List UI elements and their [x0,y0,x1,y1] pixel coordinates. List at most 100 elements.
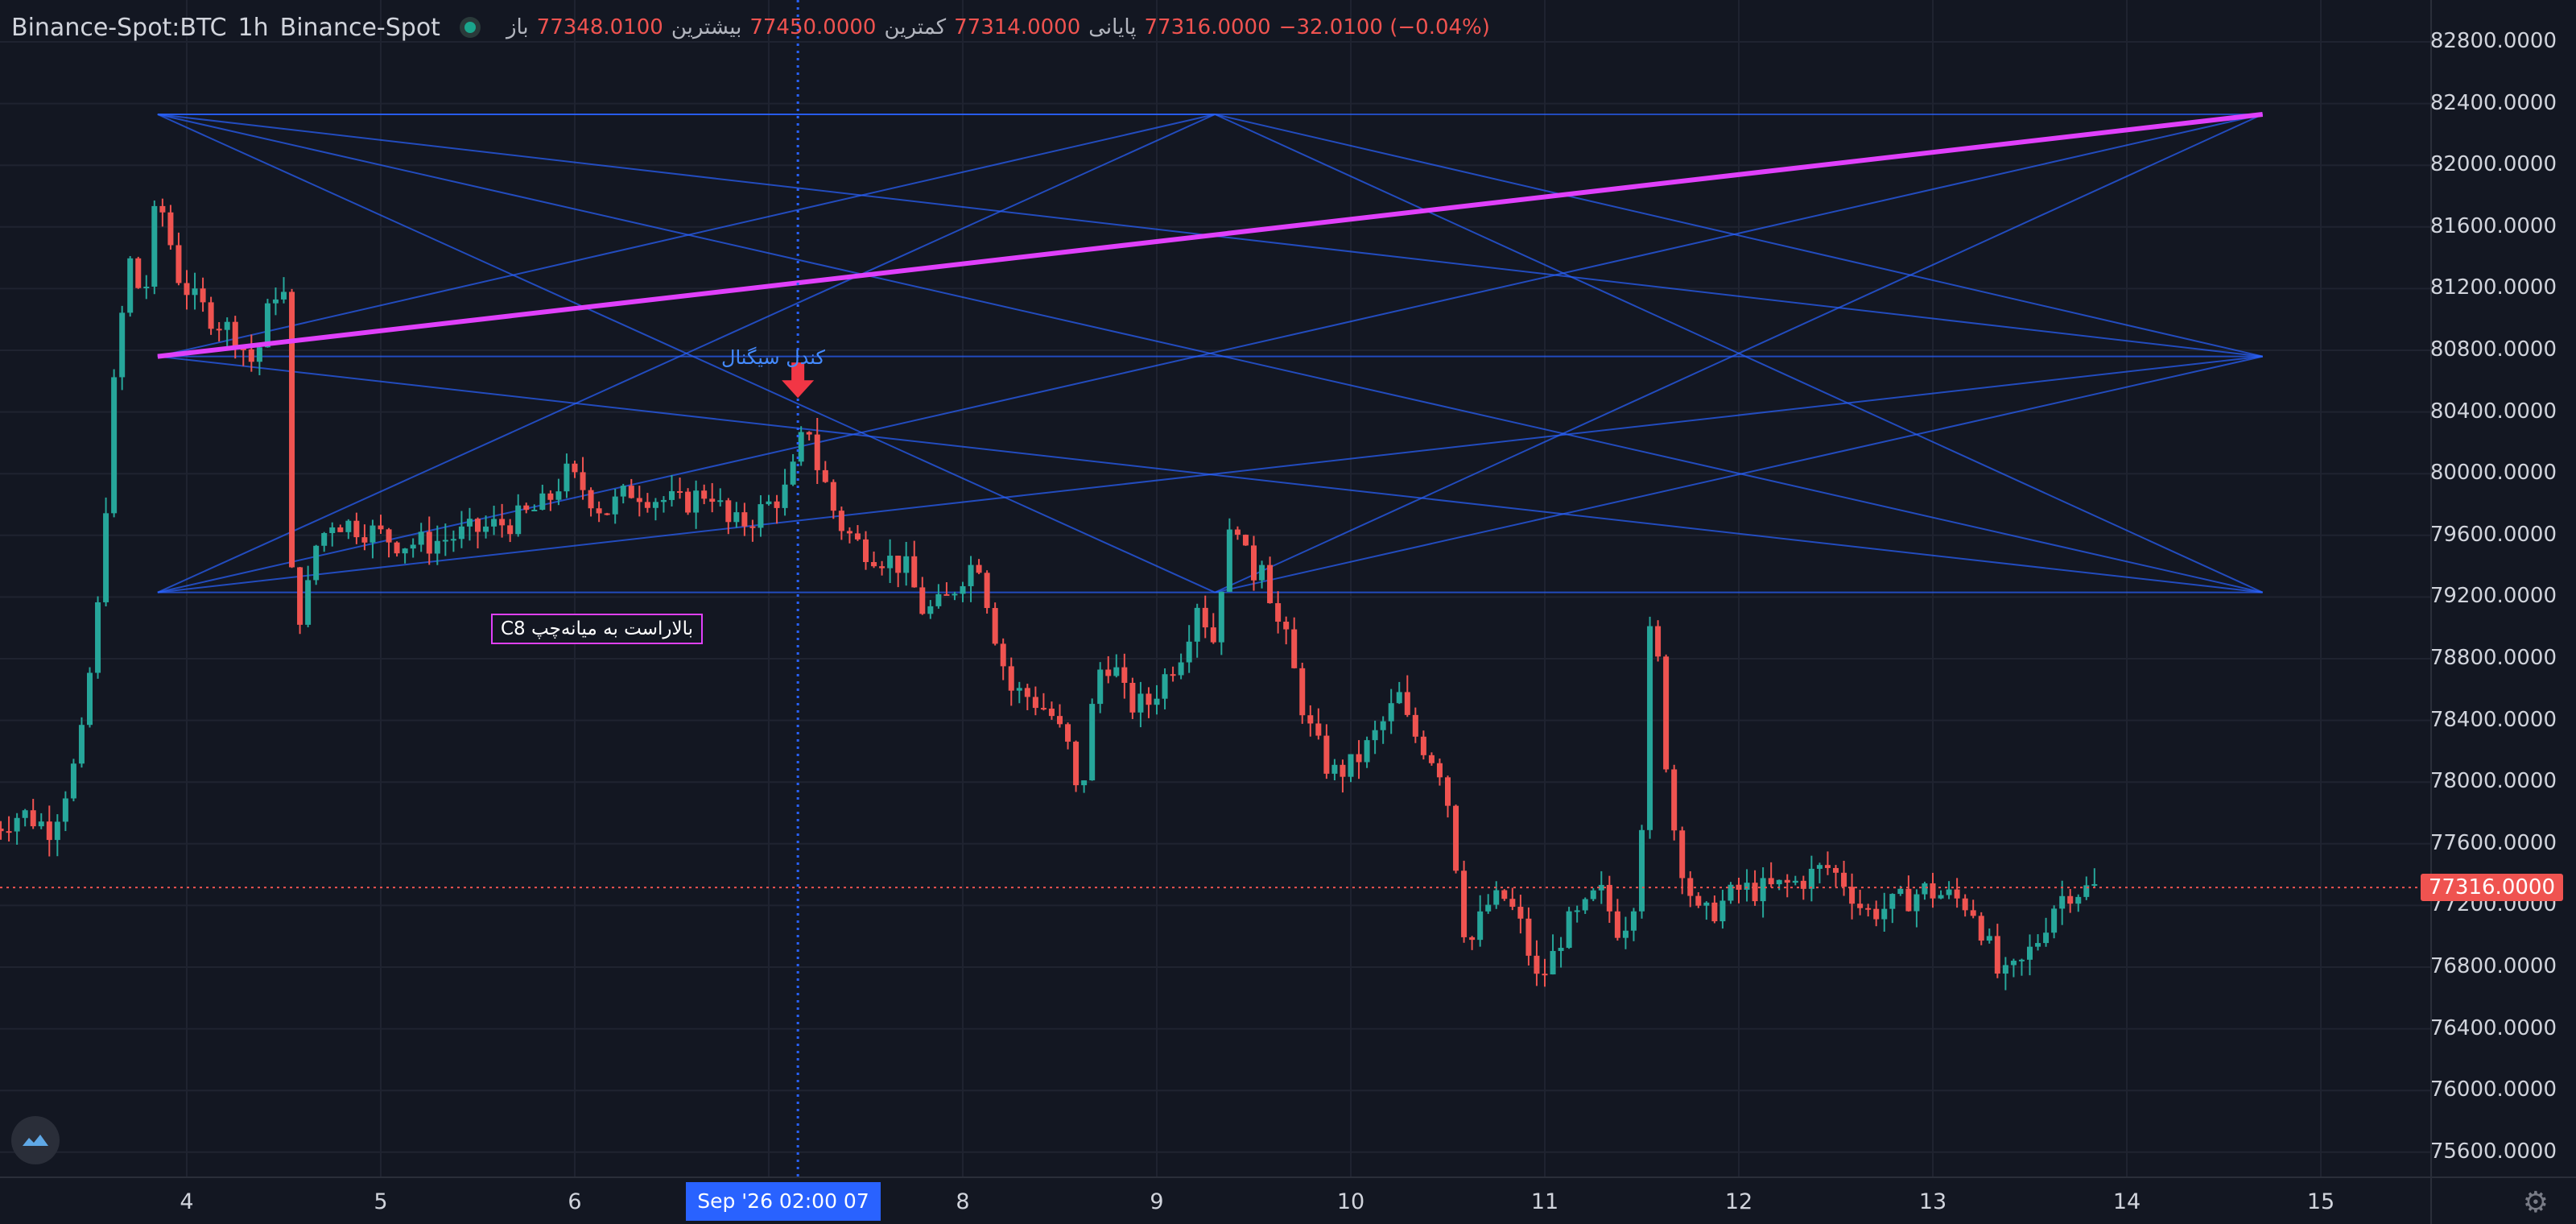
candle-body [1873,908,1880,920]
candle-body [1154,698,1160,705]
candle-body [1356,754,1362,763]
candle-body [337,527,344,532]
candle-body [1234,529,1241,536]
pattern-note-label[interactable]: بالاراست به میانه‌چپ C8 [491,614,704,644]
candle-body [14,817,20,832]
candle-body [483,526,489,532]
candle-body [887,556,894,569]
candle-body [1542,974,1548,976]
candle-body [378,525,384,530]
candle-body [1436,763,1443,778]
candle-body [1242,535,1249,546]
pattern-line [157,114,2263,593]
candle-body [1986,936,1992,941]
signal-candle-label[interactable]: کندل سیگنال [721,346,825,369]
candle-body [1065,724,1071,742]
candle-body [1590,890,1596,899]
settings-gear-icon[interactable]: ⚙ [2522,1186,2549,1219]
price-tick-label: 82400.0000 [2429,90,2557,115]
candle-body [1380,721,1386,730]
price-tick-label: 78400.0000 [2429,707,2557,732]
market-status-icon[interactable] [459,17,481,38]
candle-body [313,545,320,581]
candle-body [507,525,514,535]
price-tick-label: 82000.0000 [2429,152,2557,177]
candle-body [1089,704,1096,781]
candle-body [588,490,594,509]
candle-body [1630,911,1637,931]
candle-body [1784,879,1790,883]
legend-open: 77348.0100 [536,15,663,39]
time-tick-label: 10 [1336,1189,1365,1214]
candle-body [564,463,570,492]
candle-body [1695,895,1702,906]
candle-body [256,347,262,362]
cloud-icon [23,1135,48,1146]
pattern-line [157,114,1216,593]
legend-exchange: Binance-Spot [279,13,440,42]
candle-body [1008,666,1014,691]
candle-body [1461,870,1468,937]
time-tick-label: 4 [180,1189,194,1214]
candle-body [1251,545,1257,581]
price-tick-label: 79600.0000 [2429,522,2557,547]
candle-body [1679,830,1686,879]
candle-body [2002,965,2008,974]
candle-body [450,539,456,541]
candle-body [1493,890,1500,905]
candle-body [1962,898,1968,911]
symbol-legend: Binance-Spot:BTC 1h Binance-Spot باز 773… [11,10,1490,45]
price-tick-label: 80800.0000 [2429,337,2557,362]
candle-body [345,520,352,532]
candle-body [2083,885,2090,897]
legend-interval[interactable]: 1h [237,13,269,42]
candle-body [1614,911,1620,938]
candle-body [1307,715,1314,724]
candle-body [240,348,246,350]
price-tick-label: 80000.0000 [2429,461,2557,486]
candle-body [1687,878,1694,896]
candle-body [1275,603,1282,622]
candle-body [943,593,950,596]
candle-body [175,245,182,283]
candle-body [434,540,440,554]
candle-body [491,519,497,527]
candle-body [693,490,700,513]
chart-overlays [0,0,2431,1177]
candle-body [1186,641,1192,663]
candle-body [1639,829,1645,912]
candle-body [976,564,982,573]
candle-body [1267,564,1274,604]
candle-body [1655,626,1662,657]
time-tick-label: 8 [956,1189,970,1214]
candle-body [1073,742,1080,786]
candle-body [1517,907,1524,919]
candle-body [1396,692,1402,704]
tradingview-logo-icon[interactable] [11,1116,60,1164]
candle-body [386,529,392,543]
candle-body [1372,730,1378,741]
candle-body [111,377,118,514]
candle-body [1412,714,1418,737]
price-tick-label: 80400.0000 [2429,399,2557,424]
candle-body [1647,626,1653,830]
candle-body [1146,693,1152,705]
candle-body [814,434,820,470]
candle-body [806,432,812,435]
candle-body [1889,894,1896,909]
candle-body [1178,662,1184,676]
candle-body [1081,780,1088,786]
candle-body [1744,883,1750,890]
candle-body [2043,932,2050,944]
candle-body [911,556,918,588]
candle-body [264,303,270,348]
candle-body [1598,884,1604,891]
price-tick-label: 82800.0000 [2429,29,2557,53]
candle-body [879,566,886,569]
legend-symbol[interactable]: Binance-Spot:BTC [11,13,227,42]
candle-body [1477,911,1484,941]
candle-body [1550,950,1556,975]
candle-body [46,821,52,841]
